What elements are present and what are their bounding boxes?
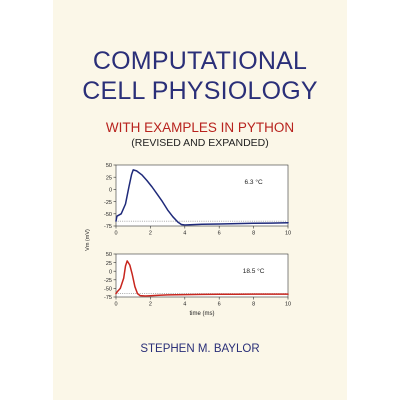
top-x-tick-label: 0 xyxy=(114,231,117,237)
bottom-y-tick-label: 50 xyxy=(106,252,112,258)
bottom-temperature-label: 18.5 °C xyxy=(243,267,265,275)
title-line-2: CELL PHYSIOLOGY xyxy=(82,77,318,105)
top-x-tick-label: 8 xyxy=(252,231,255,237)
top-y-tick-label: 25 xyxy=(106,175,112,181)
bottom-x-tick-label: 2 xyxy=(149,302,152,308)
title-line-1: COMPUTATIONAL xyxy=(92,47,308,75)
subtitle: WITH EXAMPLES IN PYTHON xyxy=(105,120,295,135)
top-voltage-trace xyxy=(115,169,289,226)
bottom-x-tick-label: 6 xyxy=(218,302,221,308)
bottom-x-tick-label: 4 xyxy=(183,302,186,308)
bottom-x-tick-label: 8 xyxy=(252,302,255,308)
bottom-plot-frame xyxy=(115,253,289,298)
bottom-x-tick-label: 0 xyxy=(114,302,117,308)
edition-note: (REVISED AND EXPANDED) xyxy=(131,137,269,149)
top-y-tick-label: 0 xyxy=(109,188,112,194)
book-cover: COMPUTATIONAL CELL PHYSIOLOGY WITH EXAMP… xyxy=(53,0,347,400)
bottom-y-tick-label: -25 xyxy=(104,278,112,284)
top-plot-frame xyxy=(115,164,289,227)
bottom-voltage-trace xyxy=(115,260,289,297)
bottom-y-tick-label: -50 xyxy=(104,287,112,293)
top-x-tick-label: 2 xyxy=(149,231,152,237)
top-x-tick-label: 4 xyxy=(183,231,186,237)
top-y-tick-label: -75 xyxy=(104,224,112,230)
top-y-tick-label: -50 xyxy=(104,212,112,218)
bottom-y-tick-label: 0 xyxy=(109,269,112,275)
author-name: STEPHEN M. BAYLOR xyxy=(140,343,260,355)
top-y-tick-label: 50 xyxy=(106,163,112,169)
bottom-y-tick-label: 25 xyxy=(106,261,112,267)
top-temperature-label: 6.3 °C xyxy=(245,178,263,186)
y-axis-label: Vm (mV) xyxy=(85,229,91,251)
bottom-x-tick-label: 10 xyxy=(285,302,291,308)
top-x-tick-label: 6 xyxy=(218,231,221,237)
top-x-tick-label: 10 xyxy=(285,231,291,237)
top-y-tick-label: -25 xyxy=(104,200,112,206)
x-axis-label: time (ms) xyxy=(190,311,215,317)
bottom-y-tick-label: -75 xyxy=(104,295,112,301)
